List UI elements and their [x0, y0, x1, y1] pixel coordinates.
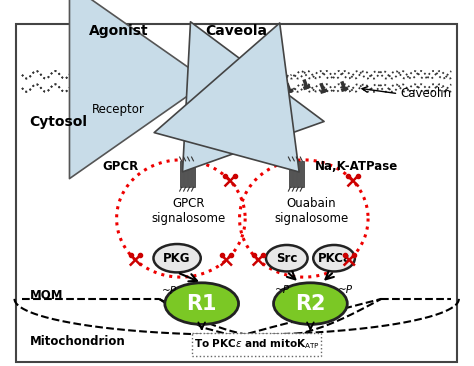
Bar — [233, 63, 236, 100]
Bar — [180, 161, 183, 187]
Text: ~P: ~P — [162, 286, 177, 296]
Bar — [293, 161, 296, 187]
Ellipse shape — [165, 283, 238, 324]
Text: Caveolin: Caveolin — [400, 87, 451, 100]
Bar — [192, 161, 195, 187]
Bar — [114, 65, 118, 98]
Text: Receptor: Receptor — [92, 103, 145, 116]
Text: ~P: ~P — [338, 285, 353, 295]
Text: PKCε: PKCε — [318, 252, 350, 265]
Ellipse shape — [266, 245, 308, 272]
Text: PKG: PKG — [164, 252, 191, 265]
Text: Cytosol: Cytosol — [29, 115, 88, 129]
Bar — [110, 65, 113, 98]
Bar — [119, 65, 122, 98]
Ellipse shape — [313, 245, 355, 272]
Text: Na,K-ATPase: Na,K-ATPase — [315, 160, 398, 173]
Text: MOM: MOM — [29, 288, 63, 302]
Text: Agonist: Agonist — [89, 24, 148, 38]
Text: Src: Src — [276, 252, 298, 265]
Text: ~P: ~P — [274, 285, 290, 295]
Text: GPCR
signalosome: GPCR signalosome — [151, 197, 226, 225]
Ellipse shape — [154, 244, 201, 272]
Bar — [184, 161, 187, 187]
Text: R1: R1 — [186, 294, 217, 314]
Bar — [297, 161, 300, 187]
Text: To PKC$\varepsilon$ and mitoK$_{\rm ATP}$: To PKC$\varepsilon$ and mitoK$_{\rm ATP}… — [193, 337, 319, 351]
Bar — [301, 161, 304, 187]
Bar — [228, 63, 231, 100]
Text: Mitochondrion: Mitochondrion — [29, 335, 125, 348]
Bar — [242, 63, 246, 100]
Text: R2: R2 — [295, 294, 326, 314]
Bar — [289, 161, 292, 187]
Ellipse shape — [273, 283, 347, 324]
Bar — [188, 161, 191, 187]
Text: Caveola: Caveola — [206, 24, 268, 38]
Bar — [237, 63, 241, 100]
Text: GPCR: GPCR — [102, 160, 138, 173]
Bar — [124, 65, 127, 98]
FancyBboxPatch shape — [192, 333, 321, 356]
Text: Ouabain
signalosome: Ouabain signalosome — [274, 197, 348, 225]
